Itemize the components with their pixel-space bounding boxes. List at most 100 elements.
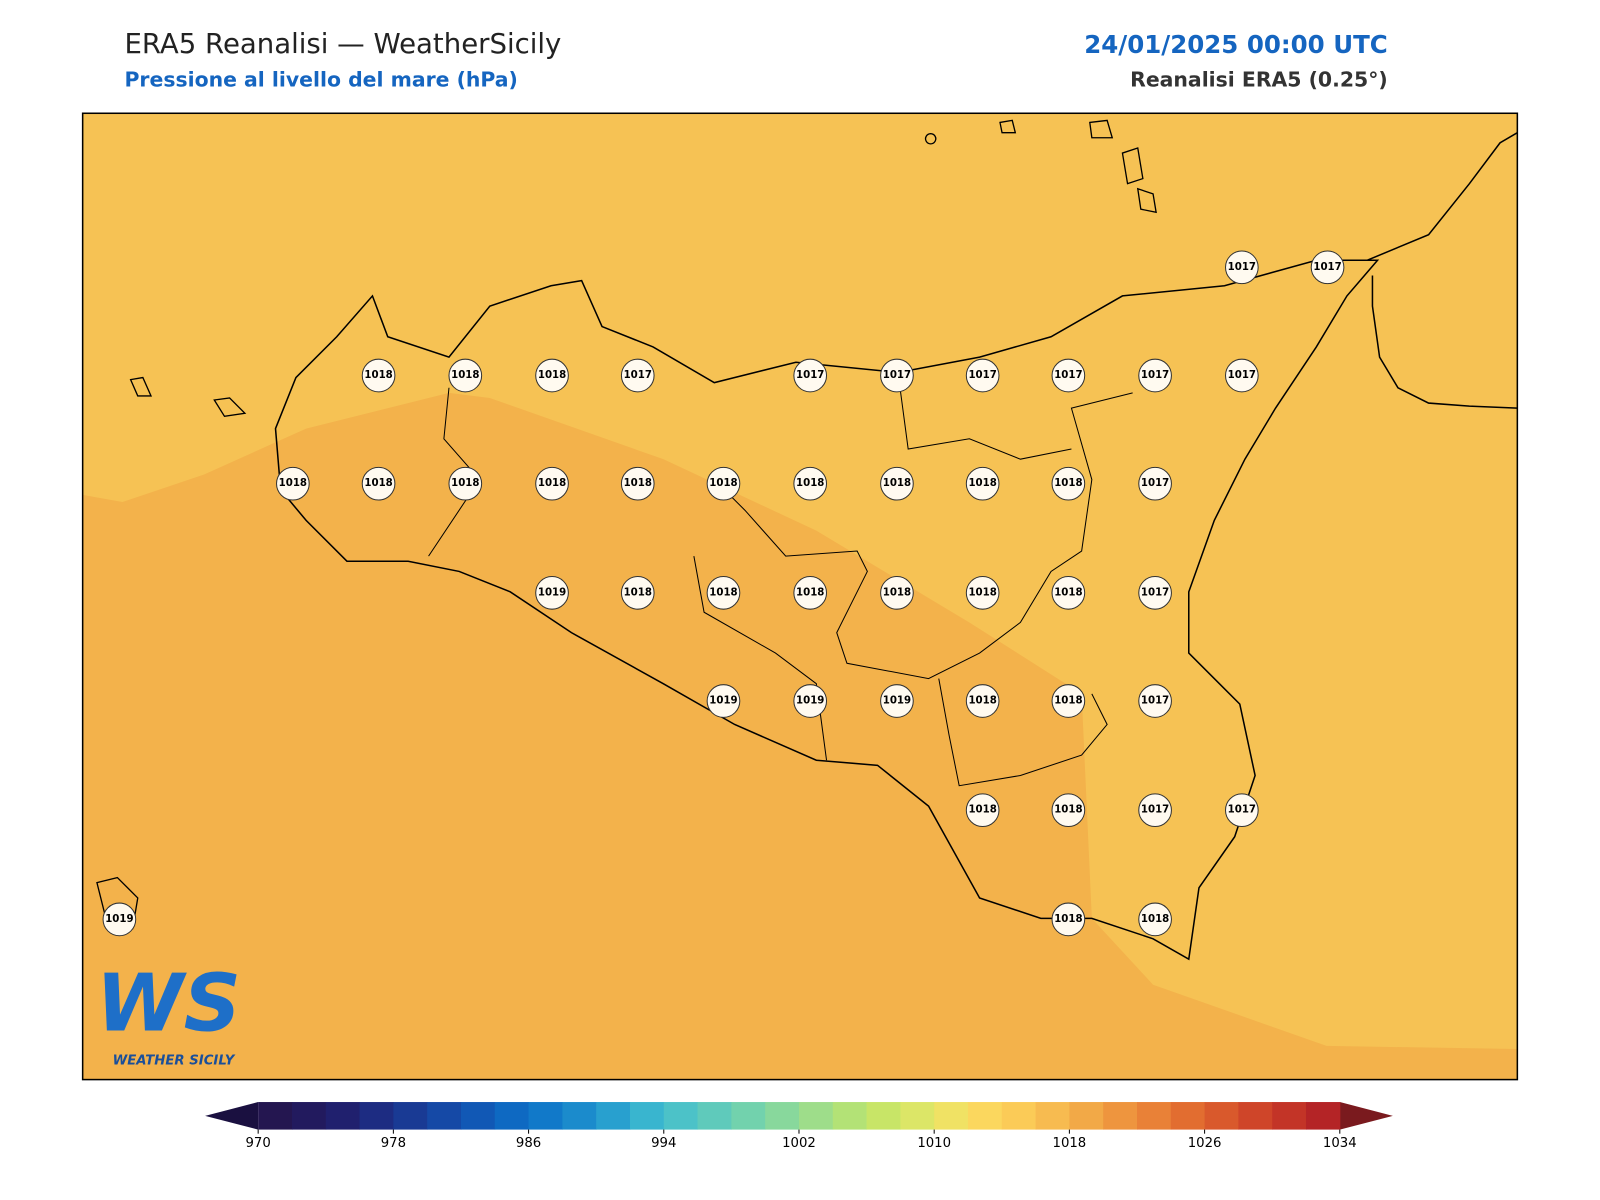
station-marker (448, 358, 483, 393)
colorbar-cell (1069, 1102, 1104, 1130)
station: 1018 (706, 466, 741, 501)
map-frame (81, 112, 1519, 1081)
coastline-calabria (1367, 131, 1518, 409)
station-marker (793, 466, 828, 501)
station-marker (1225, 358, 1259, 393)
station: 1018 (361, 358, 396, 393)
station-value: 1018 (538, 478, 566, 489)
station: 1017 (1310, 250, 1345, 285)
station-marker (535, 466, 569, 501)
colorbar-cell (1204, 1102, 1239, 1130)
colorbar-tick-label: 1002 (782, 1136, 816, 1151)
station: 1019 (880, 684, 914, 718)
station-value: 1018 (364, 478, 392, 489)
station-value: 1017 (1141, 587, 1169, 598)
station-marker (793, 358, 828, 393)
colorbar-cell (1305, 1102, 1341, 1130)
station: 1017 (965, 358, 1000, 393)
station: 1018 (1051, 576, 1086, 610)
station-value: 1018 (1054, 587, 1082, 598)
station-marker (965, 358, 1000, 393)
colorbar-cell (629, 1102, 665, 1130)
colorbar-tick-label: 1010 (917, 1136, 951, 1151)
station-marker (620, 466, 655, 501)
station-marker (1051, 684, 1086, 718)
colorbar-cell (1272, 1102, 1307, 1130)
station-value: 1018 (968, 587, 996, 598)
station: 1018 (880, 466, 914, 501)
station-marker (965, 466, 1000, 501)
station-marker (1225, 793, 1259, 828)
colorbar-cell (697, 1102, 732, 1130)
field-dark (82, 392, 1518, 1080)
station-marker (448, 466, 483, 501)
station: 1017 (1138, 793, 1172, 828)
station: 1018 (965, 576, 1000, 610)
station-marker (965, 793, 1000, 828)
colorbar-tick-label: 1026 (1188, 1136, 1222, 1151)
station-marker (706, 576, 741, 610)
map: 1017 1017 1018 1018 1018 1017 1017 1017 1017 1017… (81, 112, 1519, 1081)
station-value: 1017 (624, 370, 652, 381)
station-value: 1017 (1141, 805, 1169, 816)
colorbar-tick-label: 986 (516, 1136, 541, 1151)
station-value: 1017 (968, 370, 996, 381)
colorbar-cell (562, 1102, 597, 1130)
colorbar-tick-label: 970 (246, 1136, 271, 1151)
subtitle: Pressione al livello del mare (hPa) (124, 68, 517, 92)
station: 1018 (535, 358, 569, 393)
station-marker (535, 576, 569, 610)
station: 1018 (1051, 466, 1086, 501)
colorbar-cell (765, 1102, 800, 1130)
colorbar-cell (359, 1102, 394, 1130)
station: 1018 (535, 466, 569, 501)
station-value: 1018 (968, 478, 996, 489)
station: 1018 (620, 466, 655, 501)
colorbar-cell (798, 1102, 834, 1130)
colorbar-cell (393, 1102, 428, 1130)
station-marker (706, 466, 741, 501)
colorbar-tick-label: 994 (651, 1136, 676, 1151)
station: 1018 (448, 358, 483, 393)
station-marker (880, 358, 914, 393)
station-value: 1017 (1141, 370, 1169, 381)
station: 1017 (1138, 576, 1172, 610)
station-value: 1018 (1054, 914, 1082, 925)
colorbar-cell (325, 1102, 361, 1130)
station-marker (1138, 358, 1172, 393)
logo-text: WEATHER SICILY (113, 1053, 236, 1068)
station-value: 1018 (883, 587, 911, 598)
colorbar-cell (1103, 1102, 1138, 1130)
station: 1018 (793, 466, 828, 501)
station-value: 1018 (1054, 696, 1082, 707)
station-value: 1018 (709, 478, 737, 489)
station-value: 1018 (451, 370, 479, 381)
colorbar-cell (832, 1102, 868, 1130)
station-value: 1019 (796, 696, 824, 707)
colorbar-cell (1136, 1102, 1172, 1130)
colorbar-cell (1035, 1102, 1070, 1130)
station: 1017 (620, 358, 655, 393)
station-marker (1138, 684, 1172, 718)
colorbar-cell (731, 1102, 766, 1130)
station-value: 1018 (279, 478, 307, 489)
station-value: 1018 (538, 370, 566, 381)
colorbar-cell (1001, 1102, 1037, 1130)
station-marker (880, 684, 914, 718)
station: 1018 (276, 466, 310, 501)
station-marker (1138, 576, 1172, 610)
station-value: 1017 (1228, 370, 1256, 381)
station-value: 1017 (883, 370, 911, 381)
station: 1019 (706, 684, 741, 718)
colorbar-cell (967, 1102, 1003, 1130)
logo-mark: WS (96, 957, 241, 1050)
colorbar-cell (934, 1102, 969, 1130)
station: 1018 (880, 576, 914, 610)
station-value: 1018 (1054, 805, 1082, 816)
province-borders (428, 372, 1133, 787)
station-marker (1310, 250, 1345, 285)
station-marker (965, 684, 1000, 718)
colorbar-cell (494, 1102, 530, 1130)
title: ERA5 Reanalisi — WeatherSicily (124, 28, 561, 60)
